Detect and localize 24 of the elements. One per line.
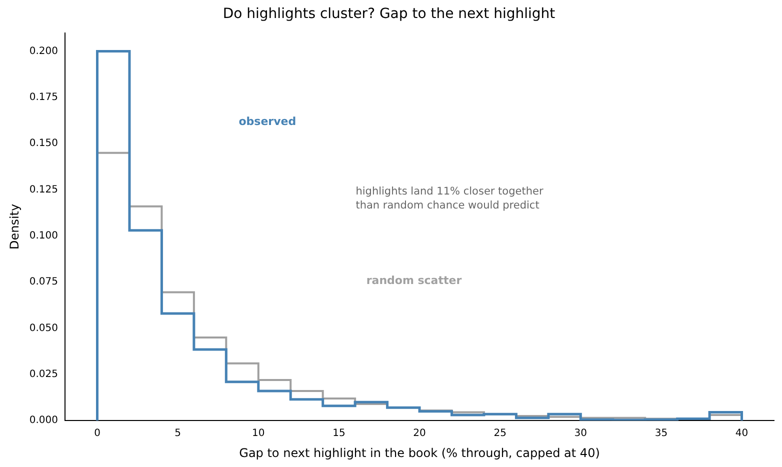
x-tick-label: 10 bbox=[252, 428, 265, 440]
x-axis-title: Gap to next highlight in the book (% through, capped at 40) bbox=[239, 446, 600, 460]
x-tick-label: 30 bbox=[574, 428, 588, 440]
y-tick-label: 0.025 bbox=[29, 369, 58, 380]
y-axis-title: Density bbox=[7, 204, 22, 250]
text: random scatter bbox=[366, 274, 462, 287]
x-tick-label: 5 bbox=[174, 428, 182, 440]
y-tick-label: 0.075 bbox=[29, 276, 58, 288]
x-tick-label: 20 bbox=[413, 428, 426, 440]
y-tick-label: 0.200 bbox=[29, 46, 58, 57]
y-tick-label: 0.050 bbox=[29, 322, 58, 334]
x-tick-label: 0 bbox=[94, 428, 100, 440]
y-tick-label: 0.000 bbox=[29, 415, 58, 426]
x-tick-label: 40 bbox=[735, 428, 748, 440]
y-tick-label: 0.125 bbox=[29, 184, 58, 196]
y-tick-label: 0.150 bbox=[29, 138, 58, 150]
x-tick-label: 25 bbox=[494, 428, 506, 440]
y-tick-label: 0.100 bbox=[29, 230, 58, 242]
text: observed bbox=[238, 114, 296, 128]
x-tick-label: 15 bbox=[332, 428, 346, 440]
annotation: highlights land 11% closer together than random chance would predict bbox=[356, 186, 544, 212]
x-tick-label: 35 bbox=[654, 428, 668, 440]
chart-title: Do highlights cluster? Gap to the next highlight bbox=[222, 6, 556, 22]
y-tick-label: 0.175 bbox=[29, 92, 58, 104]
